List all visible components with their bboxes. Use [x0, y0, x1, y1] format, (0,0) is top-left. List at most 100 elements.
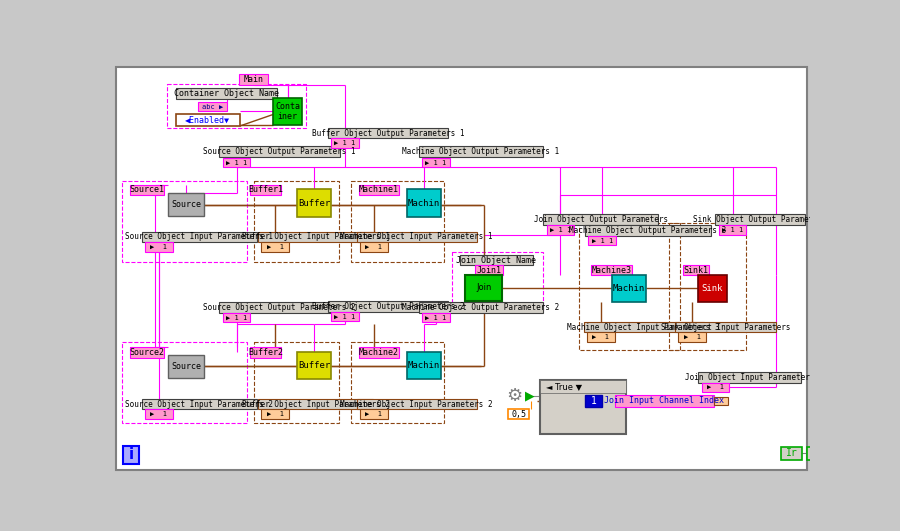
Bar — [539, 380, 626, 434]
Bar — [460, 255, 533, 266]
Text: Machine3: Machine3 — [591, 266, 632, 275]
Text: Main: Main — [244, 75, 264, 83]
Text: ▶  1: ▶ 1 — [266, 411, 284, 417]
Bar — [145, 242, 173, 252]
Bar — [122, 342, 248, 423]
Bar — [718, 226, 746, 235]
Text: ▶ 1 1: ▶ 1 1 — [335, 313, 356, 319]
Bar — [261, 409, 289, 418]
Bar — [698, 275, 727, 303]
Text: ▶  1: ▶ 1 — [684, 334, 701, 340]
Bar — [546, 226, 574, 235]
Text: ▶ 1 1: ▶ 1 1 — [226, 315, 248, 321]
Bar — [145, 409, 173, 418]
Text: ▶ 1 1: ▶ 1 1 — [425, 159, 446, 165]
Text: Sink1: Sink1 — [684, 266, 708, 275]
Text: Buffer1: Buffer1 — [248, 185, 284, 194]
Text: ▶ 1 1: ▶ 1 1 — [591, 238, 613, 244]
Bar — [351, 342, 445, 423]
Text: Source2: Source2 — [129, 348, 164, 357]
Text: ▶  1: ▶ 1 — [365, 411, 382, 417]
Bar — [422, 313, 450, 322]
Bar — [714, 397, 728, 405]
Bar — [591, 264, 632, 276]
Bar — [250, 347, 282, 358]
Text: Machine Object Output Parameters 1: Machine Object Output Parameters 1 — [402, 147, 559, 156]
Text: Join Object Output Parameters: Join Object Output Parameters — [534, 215, 668, 224]
Text: 0,5: 0,5 — [511, 409, 526, 418]
Bar — [465, 275, 502, 301]
Bar — [168, 355, 204, 378]
Bar — [328, 127, 448, 139]
Bar — [356, 399, 477, 409]
Bar — [176, 114, 239, 126]
Text: Buffer Object Output Parameters 1: Buffer Object Output Parameters 1 — [311, 129, 464, 138]
Bar — [360, 242, 388, 252]
Text: Machine1: Machine1 — [359, 185, 399, 194]
Bar — [418, 146, 543, 157]
Bar — [585, 226, 711, 236]
Bar — [407, 189, 441, 217]
Text: Source Object Output Parameters 1: Source Object Output Parameters 1 — [203, 147, 356, 156]
Bar — [254, 181, 338, 262]
Text: Buffer Object Input Parameters 2: Buffer Object Input Parameters 2 — [241, 399, 390, 408]
Bar — [675, 322, 776, 332]
Text: ▶  1: ▶ 1 — [707, 384, 724, 390]
Bar — [544, 214, 658, 225]
Text: ▶ 1 1: ▶ 1 1 — [335, 140, 356, 146]
Bar — [123, 446, 139, 464]
Bar — [360, 409, 388, 418]
Text: Sink: Sink — [702, 284, 723, 293]
Bar — [780, 447, 802, 459]
Bar — [168, 193, 204, 216]
Text: Machin: Machin — [613, 284, 644, 293]
Bar — [258, 399, 373, 409]
Bar — [422, 158, 450, 167]
Bar — [351, 181, 445, 262]
Bar — [669, 223, 746, 350]
Text: Machine Object Input Parameters 2: Machine Object Input Parameters 2 — [340, 399, 493, 408]
Text: Buffer: Buffer — [298, 199, 330, 208]
Text: ▶: ▶ — [525, 390, 535, 403]
Bar — [615, 395, 714, 407]
Text: ⚙: ⚙ — [506, 387, 522, 405]
Text: Machine2: Machine2 — [359, 348, 399, 357]
Text: Sink Object Input Parameters: Sink Object Input Parameters — [661, 322, 790, 331]
Bar — [331, 312, 359, 321]
Bar — [331, 139, 359, 148]
Text: Join Object Name: Join Object Name — [456, 255, 536, 264]
Bar — [359, 185, 400, 195]
Bar — [122, 181, 248, 262]
Bar — [584, 322, 704, 332]
Text: ▶  1: ▶ 1 — [266, 244, 284, 250]
Text: Join1: Join1 — [477, 266, 501, 275]
Bar — [261, 242, 289, 252]
Bar — [407, 352, 441, 380]
Text: Machin: Machin — [408, 199, 440, 208]
Text: Source: Source — [171, 200, 201, 209]
Text: Source Object Input Parameters 1: Source Object Input Parameters 1 — [125, 233, 274, 242]
Text: Join Object Input Parameters: Join Object Input Parameters — [685, 373, 814, 382]
Text: ▶  1: ▶ 1 — [150, 244, 167, 250]
Text: 1: 1 — [590, 396, 597, 406]
Bar — [475, 266, 503, 275]
Text: Source1: Source1 — [129, 185, 164, 194]
Text: ▶ 1 1: ▶ 1 1 — [722, 227, 743, 233]
Text: Buffer Object Output Parameters 2: Buffer Object Output Parameters 2 — [311, 302, 464, 311]
Text: Buffer Object Input Parameters 1: Buffer Object Input Parameters 1 — [241, 233, 390, 242]
Bar — [130, 347, 164, 358]
Bar — [679, 332, 706, 341]
Bar — [508, 409, 529, 419]
Bar — [130, 185, 164, 195]
Text: Machine Object Output Parameters 3: Machine Object Output Parameters 3 — [570, 226, 726, 235]
Bar — [176, 88, 277, 99]
Text: ▶ 1 1: ▶ 1 1 — [550, 227, 572, 233]
Bar — [258, 232, 373, 242]
Text: Container Object Name: Container Object Name — [174, 89, 279, 98]
Bar — [250, 185, 282, 195]
Text: Join Input Channel Index: Join Input Channel Index — [604, 397, 725, 406]
Text: Machine Object Input Parameters 1: Machine Object Input Parameters 1 — [340, 233, 493, 242]
Bar — [254, 342, 338, 423]
Bar — [356, 232, 477, 242]
Bar — [716, 214, 806, 225]
